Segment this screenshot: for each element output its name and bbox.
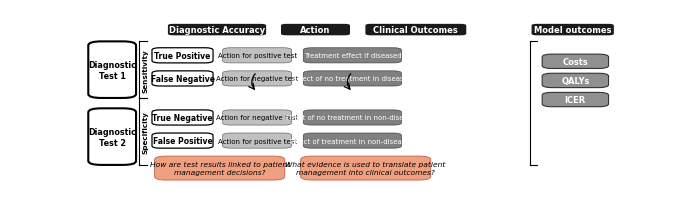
FancyBboxPatch shape	[223, 133, 292, 149]
Text: What evidence is used to translate patient
management into clinical outcomes?: What evidence is used to translate patie…	[286, 162, 446, 175]
FancyBboxPatch shape	[88, 109, 136, 165]
Text: Diagnostic Accuracy: Diagnostic Accuracy	[169, 26, 265, 35]
Text: ICER: ICER	[564, 96, 586, 104]
FancyBboxPatch shape	[532, 25, 614, 36]
FancyBboxPatch shape	[301, 156, 431, 180]
Text: Action for negative test: Action for negative test	[216, 76, 298, 82]
Text: Effect of treatment in non-diseased: Effect of treatment in non-diseased	[290, 138, 414, 144]
Text: False Negative: False Negative	[151, 75, 214, 83]
FancyBboxPatch shape	[543, 93, 608, 107]
Text: Action for positive test: Action for positive test	[218, 138, 297, 144]
Text: True Negative: True Negative	[152, 114, 213, 122]
FancyBboxPatch shape	[303, 71, 401, 87]
FancyBboxPatch shape	[155, 156, 285, 180]
Text: Diagnostic
Test 2: Diagnostic Test 2	[88, 127, 136, 147]
FancyBboxPatch shape	[365, 25, 466, 36]
FancyBboxPatch shape	[88, 42, 136, 98]
FancyBboxPatch shape	[543, 55, 608, 69]
Text: How are test results linked to patient
management decisions?: How are test results linked to patient m…	[149, 162, 290, 175]
Text: Sensitivity: Sensitivity	[142, 49, 148, 92]
FancyBboxPatch shape	[223, 71, 292, 87]
FancyBboxPatch shape	[152, 110, 213, 125]
FancyBboxPatch shape	[223, 110, 292, 125]
Text: Effect of no treatment in non-diseased: Effect of no treatment in non-diseased	[285, 115, 420, 121]
Text: Treatment effect if diseased: Treatment effect if diseased	[303, 53, 401, 59]
FancyBboxPatch shape	[152, 71, 213, 87]
Text: Action: Action	[300, 26, 331, 35]
Text: True Positive: True Positive	[154, 52, 211, 61]
Text: Model outcomes: Model outcomes	[534, 26, 612, 35]
Text: False Positive: False Positive	[153, 136, 212, 145]
FancyBboxPatch shape	[303, 49, 401, 64]
Text: Action for positive test: Action for positive test	[218, 53, 297, 59]
FancyBboxPatch shape	[281, 25, 350, 36]
Text: Costs: Costs	[562, 57, 588, 67]
FancyBboxPatch shape	[303, 133, 401, 149]
FancyBboxPatch shape	[303, 110, 401, 125]
Text: Action for negative test: Action for negative test	[216, 115, 298, 121]
Text: Diagnostic
Test 1: Diagnostic Test 1	[88, 60, 136, 80]
FancyBboxPatch shape	[543, 74, 608, 88]
Text: Specificity: Specificity	[142, 110, 148, 153]
FancyBboxPatch shape	[152, 49, 213, 64]
FancyBboxPatch shape	[223, 49, 292, 64]
Text: QALYs: QALYs	[561, 77, 590, 85]
FancyBboxPatch shape	[168, 25, 266, 36]
FancyBboxPatch shape	[152, 133, 213, 149]
Text: Clinical Outcomes: Clinical Outcomes	[373, 26, 458, 35]
Text: Effect of no treatment in diseased: Effect of no treatment in diseased	[292, 76, 412, 82]
